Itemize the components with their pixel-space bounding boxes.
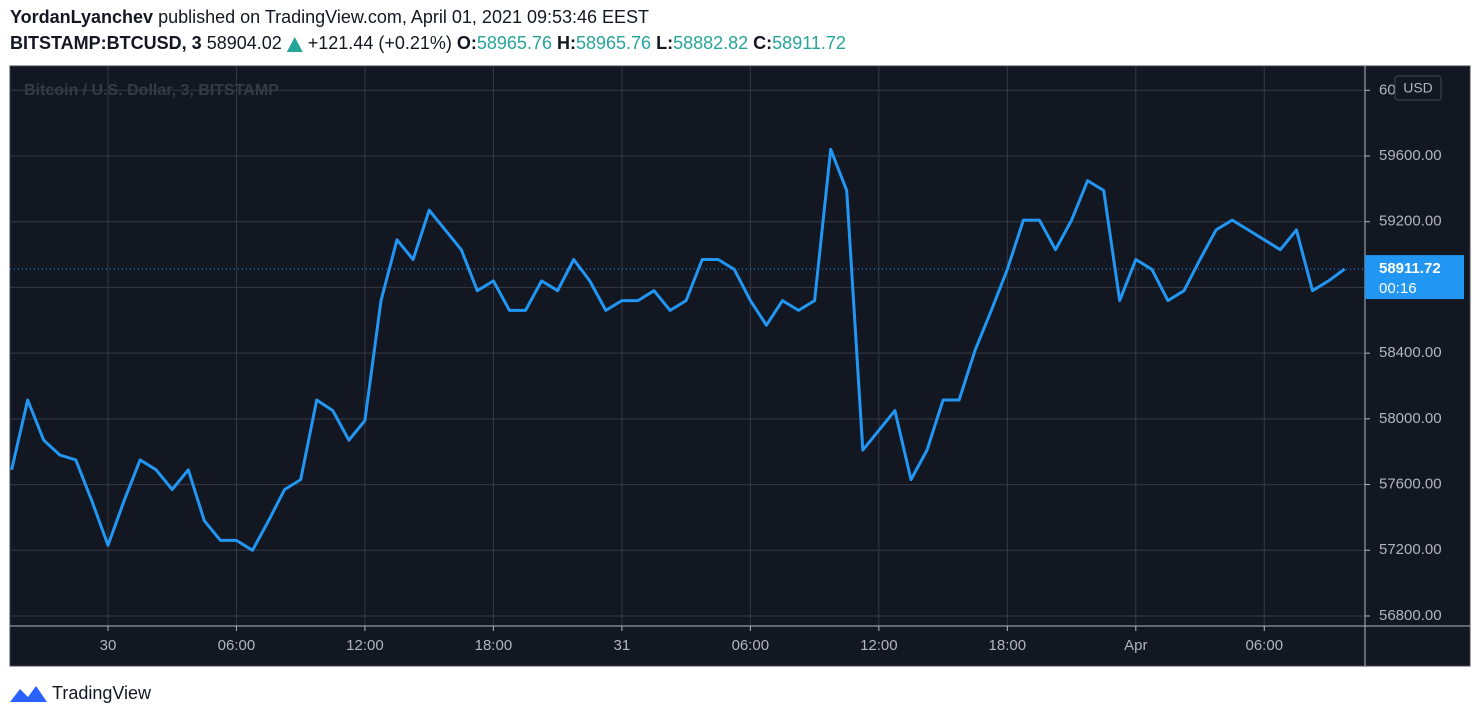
countdown: 00:16 [1379, 280, 1417, 297]
x-tick-label: 18:00 [475, 637, 513, 654]
last-price-label: 58911.72 [1379, 260, 1441, 277]
x-tick-label: 12:00 [860, 637, 898, 654]
x-tick-label: 18:00 [989, 637, 1027, 654]
x-tick-label: Apr [1124, 637, 1147, 654]
y-tick-label: 59600.00 [1379, 147, 1442, 164]
open-label: O: [457, 33, 477, 53]
y-tick-label: 56800.00 [1379, 607, 1442, 624]
change: +121.44 (+0.21%) [308, 33, 452, 53]
y-tick-label: 59200.00 [1379, 213, 1442, 230]
high-label: H: [557, 33, 576, 53]
y-tick-label: 57600.00 [1379, 476, 1442, 493]
price: 58904.02 [207, 33, 282, 53]
currency-label: USD [1403, 80, 1433, 96]
low-label: L: [656, 33, 673, 53]
publish-line: YordanLyanchev published on TradingView.… [10, 7, 649, 27]
low: 58882.82 [673, 33, 748, 53]
x-tick-label: 30 [100, 637, 117, 654]
y-tick-label: 58400.00 [1379, 344, 1442, 361]
y-tick-label: 58000.00 [1379, 410, 1442, 427]
close-label: C: [753, 33, 772, 53]
published: published on TradingView.com, April 01, … [158, 7, 649, 27]
watermark: Bitcoin / U.S. Dollar, 3, BITSTAMP [24, 82, 279, 99]
currency-badge [1394, 75, 1442, 101]
chart-frame [9, 65, 1471, 667]
open: 58965.76 [477, 33, 552, 53]
symbol: BITSTAMP:BTCUSD, 3 [10, 33, 202, 53]
close: 58911.72 [772, 33, 846, 53]
price-line [10, 147, 1346, 552]
x-tick-label: 06:00 [218, 637, 256, 654]
logo-icon [10, 686, 47, 702]
footer-brand: TradingView [52, 683, 152, 703]
logo: TradingView [10, 683, 152, 703]
up-arrow [286, 37, 303, 52]
y-tick-label: 57200.00 [1379, 541, 1442, 558]
last-price-badge [1365, 255, 1464, 300]
ohlc-line: BITSTAMP:BTCUSD, 3 58904.02 +121.44 (+0.2… [10, 33, 846, 53]
x-tick-label: 06:00 [732, 637, 770, 654]
high: 58965.76 [576, 33, 651, 53]
author: YordanLyanchev [10, 7, 153, 27]
x-tick-label: 12:00 [346, 637, 384, 654]
x-tick-label: 06:00 [1246, 637, 1284, 654]
x-tick-label: 31 [614, 637, 631, 654]
